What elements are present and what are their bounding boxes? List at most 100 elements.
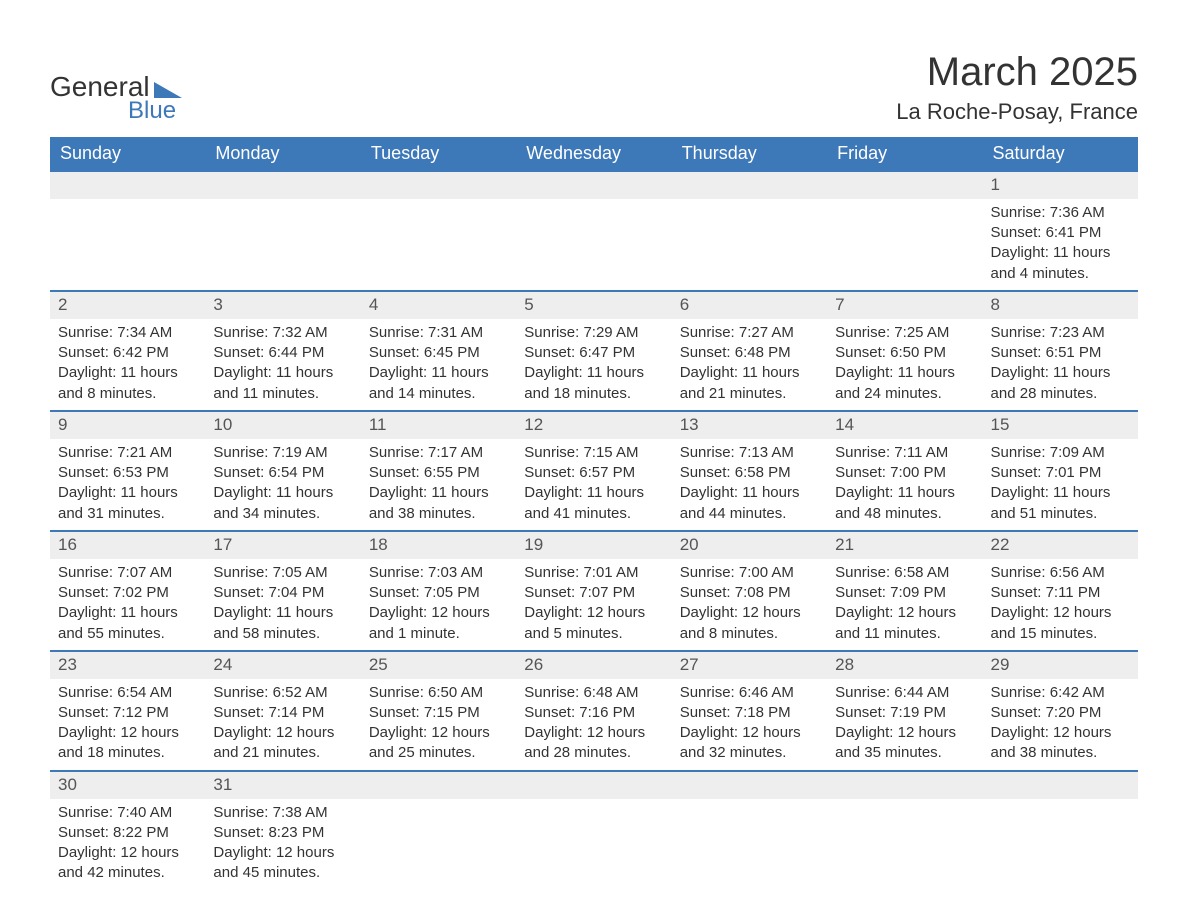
day-number bbox=[672, 172, 827, 199]
day-body: Sunrise: 7:31 AMSunset: 6:45 PMDaylight:… bbox=[361, 319, 516, 410]
daylight-line: Daylight: 11 hours and 41 minutes. bbox=[524, 483, 663, 524]
day-body: Sunrise: 7:17 AMSunset: 6:55 PMDaylight:… bbox=[361, 439, 516, 530]
day-body: Sunrise: 6:48 AMSunset: 7:16 PMDaylight:… bbox=[516, 679, 671, 770]
sunrise-line: Sunrise: 7:13 AM bbox=[680, 443, 819, 463]
calendar-cell bbox=[361, 771, 516, 890]
sunrise-line: Sunrise: 7:00 AM bbox=[680, 563, 819, 583]
calendar-cell: 4Sunrise: 7:31 AMSunset: 6:45 PMDaylight… bbox=[361, 291, 516, 411]
day-body: Sunrise: 6:46 AMSunset: 7:18 PMDaylight:… bbox=[672, 679, 827, 770]
sunset-line: Sunset: 7:05 PM bbox=[369, 583, 508, 603]
daylight-line: Daylight: 11 hours and 58 minutes. bbox=[213, 603, 352, 644]
sunset-line: Sunset: 7:19 PM bbox=[835, 703, 974, 723]
day-body: Sunrise: 7:40 AMSunset: 8:22 PMDaylight:… bbox=[50, 799, 205, 890]
daylight-line: Daylight: 12 hours and 42 minutes. bbox=[58, 843, 197, 884]
day-of-week-header: Tuesday bbox=[361, 137, 516, 171]
day-number: 18 bbox=[361, 532, 516, 559]
calendar-cell: 17Sunrise: 7:05 AMSunset: 7:04 PMDayligh… bbox=[205, 531, 360, 651]
day-number bbox=[827, 172, 982, 199]
day-number: 24 bbox=[205, 652, 360, 679]
day-number: 23 bbox=[50, 652, 205, 679]
day-number bbox=[361, 772, 516, 799]
sunset-line: Sunset: 6:57 PM bbox=[524, 463, 663, 483]
calendar-cell: 11Sunrise: 7:17 AMSunset: 6:55 PMDayligh… bbox=[361, 411, 516, 531]
daylight-line: Daylight: 11 hours and 21 minutes. bbox=[680, 363, 819, 404]
sunset-line: Sunset: 7:00 PM bbox=[835, 463, 974, 483]
sunrise-line: Sunrise: 7:07 AM bbox=[58, 563, 197, 583]
page-title: March 2025 bbox=[896, 50, 1138, 95]
daylight-line: Daylight: 12 hours and 11 minutes. bbox=[835, 603, 974, 644]
daylight-line: Daylight: 12 hours and 32 minutes. bbox=[680, 723, 819, 764]
sunrise-line: Sunrise: 6:58 AM bbox=[835, 563, 974, 583]
day-body: Sunrise: 7:13 AMSunset: 6:58 PMDaylight:… bbox=[672, 439, 827, 530]
sunset-line: Sunset: 6:45 PM bbox=[369, 343, 508, 363]
daylight-line: Daylight: 11 hours and 51 minutes. bbox=[991, 483, 1130, 524]
calendar-cell: 1Sunrise: 7:36 AMSunset: 6:41 PMDaylight… bbox=[983, 171, 1138, 291]
calendar-cell: 18Sunrise: 7:03 AMSunset: 7:05 PMDayligh… bbox=[361, 531, 516, 651]
day-number: 6 bbox=[672, 292, 827, 319]
day-number: 21 bbox=[827, 532, 982, 559]
calendar-cell bbox=[516, 771, 671, 890]
sunset-line: Sunset: 6:42 PM bbox=[58, 343, 197, 363]
day-body: Sunrise: 7:01 AMSunset: 7:07 PMDaylight:… bbox=[516, 559, 671, 650]
day-body: Sunrise: 7:32 AMSunset: 6:44 PMDaylight:… bbox=[205, 319, 360, 410]
calendar-body: 1Sunrise: 7:36 AMSunset: 6:41 PMDaylight… bbox=[50, 171, 1138, 890]
calendar-cell: 13Sunrise: 7:13 AMSunset: 6:58 PMDayligh… bbox=[672, 411, 827, 531]
sunset-line: Sunset: 7:15 PM bbox=[369, 703, 508, 723]
day-number bbox=[205, 172, 360, 199]
day-of-week-header: Thursday bbox=[672, 137, 827, 171]
day-body bbox=[205, 199, 360, 269]
sunrise-line: Sunrise: 7:03 AM bbox=[369, 563, 508, 583]
day-number: 26 bbox=[516, 652, 671, 679]
daylight-line: Daylight: 12 hours and 15 minutes. bbox=[991, 603, 1130, 644]
logo-text-blue: Blue bbox=[128, 97, 176, 125]
day-number: 15 bbox=[983, 412, 1138, 439]
calendar-cell: 27Sunrise: 6:46 AMSunset: 7:18 PMDayligh… bbox=[672, 651, 827, 771]
day-number bbox=[516, 772, 671, 799]
sunrise-line: Sunrise: 6:50 AM bbox=[369, 683, 508, 703]
calendar-week-row: 1Sunrise: 7:36 AMSunset: 6:41 PMDaylight… bbox=[50, 171, 1138, 291]
daylight-line: Daylight: 11 hours and 34 minutes. bbox=[213, 483, 352, 524]
day-body bbox=[827, 799, 982, 869]
day-of-week-header: Monday bbox=[205, 137, 360, 171]
day-body: Sunrise: 6:58 AMSunset: 7:09 PMDaylight:… bbox=[827, 559, 982, 650]
calendar-week-row: 9Sunrise: 7:21 AMSunset: 6:53 PMDaylight… bbox=[50, 411, 1138, 531]
calendar-week-row: 30Sunrise: 7:40 AMSunset: 8:22 PMDayligh… bbox=[50, 771, 1138, 890]
day-number bbox=[516, 172, 671, 199]
day-body: Sunrise: 7:19 AMSunset: 6:54 PMDaylight:… bbox=[205, 439, 360, 530]
calendar-cell: 6Sunrise: 7:27 AMSunset: 6:48 PMDaylight… bbox=[672, 291, 827, 411]
sunrise-line: Sunrise: 7:34 AM bbox=[58, 323, 197, 343]
daylight-line: Daylight: 12 hours and 38 minutes. bbox=[991, 723, 1130, 764]
calendar-cell: 8Sunrise: 7:23 AMSunset: 6:51 PMDaylight… bbox=[983, 291, 1138, 411]
day-number: 25 bbox=[361, 652, 516, 679]
calendar-cell: 15Sunrise: 7:09 AMSunset: 7:01 PMDayligh… bbox=[983, 411, 1138, 531]
sunset-line: Sunset: 7:18 PM bbox=[680, 703, 819, 723]
sunset-line: Sunset: 8:23 PM bbox=[213, 823, 352, 843]
day-body: Sunrise: 7:36 AMSunset: 6:41 PMDaylight:… bbox=[983, 199, 1138, 290]
calendar-cell bbox=[983, 771, 1138, 890]
calendar-week-row: 16Sunrise: 7:07 AMSunset: 7:02 PMDayligh… bbox=[50, 531, 1138, 651]
sunrise-line: Sunrise: 7:40 AM bbox=[58, 803, 197, 823]
sunset-line: Sunset: 7:04 PM bbox=[213, 583, 352, 603]
day-number bbox=[361, 172, 516, 199]
sunrise-line: Sunrise: 7:09 AM bbox=[991, 443, 1130, 463]
day-number: 11 bbox=[361, 412, 516, 439]
day-body: Sunrise: 7:03 AMSunset: 7:05 PMDaylight:… bbox=[361, 559, 516, 650]
daylight-line: Daylight: 11 hours and 31 minutes. bbox=[58, 483, 197, 524]
daylight-line: Daylight: 12 hours and 5 minutes. bbox=[524, 603, 663, 644]
day-body: Sunrise: 6:50 AMSunset: 7:15 PMDaylight:… bbox=[361, 679, 516, 770]
day-of-week-row: SundayMondayTuesdayWednesdayThursdayFrid… bbox=[50, 137, 1138, 171]
sunset-line: Sunset: 7:11 PM bbox=[991, 583, 1130, 603]
day-body bbox=[361, 799, 516, 869]
logo: General Blue bbox=[50, 71, 182, 125]
calendar-cell: 14Sunrise: 7:11 AMSunset: 7:00 PMDayligh… bbox=[827, 411, 982, 531]
day-body bbox=[516, 199, 671, 269]
sunset-line: Sunset: 7:09 PM bbox=[835, 583, 974, 603]
sunset-line: Sunset: 8:22 PM bbox=[58, 823, 197, 843]
calendar-cell bbox=[827, 771, 982, 890]
sunset-line: Sunset: 7:14 PM bbox=[213, 703, 352, 723]
sunrise-line: Sunrise: 7:29 AM bbox=[524, 323, 663, 343]
day-number: 3 bbox=[205, 292, 360, 319]
calendar-cell: 21Sunrise: 6:58 AMSunset: 7:09 PMDayligh… bbox=[827, 531, 982, 651]
sunset-line: Sunset: 6:41 PM bbox=[991, 223, 1130, 243]
day-number: 30 bbox=[50, 772, 205, 799]
